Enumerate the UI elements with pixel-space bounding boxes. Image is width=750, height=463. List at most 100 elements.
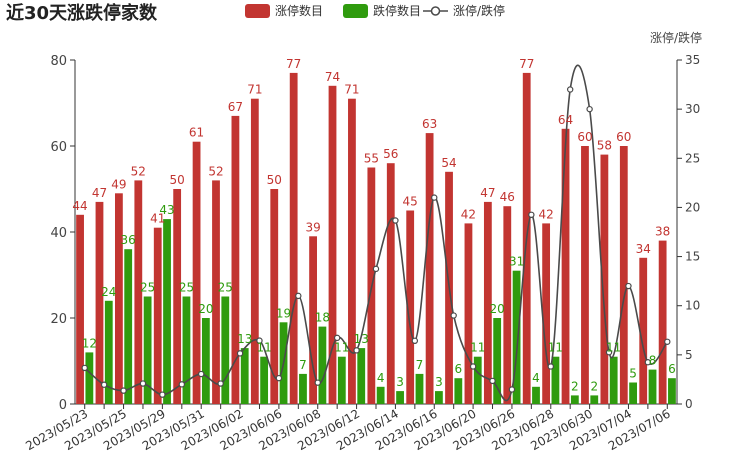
right-axis-tick-label: 35	[685, 53, 700, 67]
bar-limit-up	[173, 189, 182, 404]
bar-limit-down	[532, 386, 540, 404]
bar-limit-up	[561, 128, 570, 405]
bar-limit-down	[221, 296, 230, 404]
bar-limit-down	[590, 395, 599, 404]
label-limit-down: 11	[256, 341, 271, 355]
bar-limit-down	[318, 326, 327, 404]
ratio-point	[198, 370, 205, 378]
bar-limit-down	[182, 296, 191, 404]
legend-swatch-limit-down	[343, 4, 368, 18]
label-limit-down: 43	[159, 203, 174, 217]
ratio-point	[314, 379, 321, 386]
left-axis-tick-label: 0	[59, 398, 67, 413]
bar-limit-down	[609, 356, 618, 404]
ratio-point	[392, 217, 399, 224]
label-limit-up: 34	[636, 242, 651, 256]
label-limit-up: 71	[344, 83, 359, 97]
right-y-axis: 0 5 10 15 20 25 30 35	[676, 53, 700, 411]
ratio-point	[159, 391, 166, 398]
label-limit-up: 39	[305, 220, 320, 234]
bar-limit-down	[435, 391, 443, 404]
label-limit-down: 7	[299, 358, 307, 372]
label-limit-down: 6	[455, 362, 463, 376]
ratio-point	[411, 337, 419, 345]
bar-limit-up	[250, 98, 259, 404]
label-limit-up: 61	[189, 126, 204, 140]
label-limit-down: 19	[276, 306, 291, 320]
ratio-point	[644, 359, 652, 366]
label-limit-down: 13	[354, 332, 369, 346]
label-limit-up: 74	[325, 70, 340, 84]
label-limit-down: 11	[470, 341, 485, 355]
right-axis-tick-label: 25	[685, 151, 700, 165]
label-limit-down: 20	[490, 302, 505, 316]
label-limit-down: 20	[198, 302, 213, 316]
ratio-point	[489, 377, 496, 385]
label-limit-up: 58	[597, 139, 612, 153]
label-limit-down: 2	[590, 379, 598, 393]
bar-limit-down	[396, 391, 404, 404]
bar-limit-down	[260, 356, 269, 404]
label-limit-down: 25	[140, 281, 155, 295]
bar-limit-down	[357, 348, 366, 404]
label-limit-down: 6	[668, 362, 676, 376]
right-axis-tick-label: 0	[685, 397, 693, 411]
ratio-point	[236, 350, 244, 357]
left-y-axis: 0 20 40 60 80	[50, 54, 76, 413]
left-axis-tick-label: 60	[50, 140, 67, 155]
bar-limit-up	[581, 146, 589, 404]
bar-limit-up	[95, 201, 104, 404]
bar-limit-up	[289, 72, 298, 405]
label-limit-down: 5	[629, 367, 637, 381]
label-limit-up: 64	[558, 113, 573, 127]
label-limit-up: 60	[616, 130, 631, 144]
bar-limit-down	[648, 369, 657, 404]
label-limit-down: 18	[315, 311, 330, 325]
legend: 涨停数目 跌停数目 涨停/跌停	[245, 3, 505, 18]
ratio-point	[120, 387, 127, 394]
label-limit-down: 7	[416, 358, 424, 372]
bar-limit-up	[348, 98, 356, 404]
ratio-point	[295, 292, 302, 300]
ratio-point	[353, 347, 360, 354]
bar-limit-up	[270, 189, 279, 404]
label-limit-down: 13	[237, 332, 252, 346]
label-limit-up: 77	[286, 57, 301, 71]
label-limit-down: 24	[101, 285, 116, 299]
label-limit-down: 3	[435, 375, 443, 389]
bar-limit-down	[668, 378, 676, 404]
label-limit-up: 50	[267, 173, 282, 187]
bar-limit-down	[454, 378, 463, 404]
ratio-line-layer	[81, 64, 671, 402]
legend-label-limit-up: 涨停数目	[275, 3, 323, 18]
ratio-point	[431, 194, 438, 201]
label-limit-down: 4	[532, 371, 540, 385]
ratio-point	[333, 334, 341, 342]
legend-marker-ratio	[430, 6, 441, 16]
bar-limit-up	[464, 223, 473, 404]
ratio-point	[139, 380, 147, 387]
ratio-point	[547, 363, 554, 370]
bar-limit-up	[386, 163, 395, 404]
ratio-point	[372, 265, 380, 273]
label-limit-up: 49	[111, 177, 126, 191]
x-axis: 2023/05/232023/05/252023/05/292023/05/31…	[23, 403, 677, 453]
bar-limit-up	[483, 201, 492, 404]
label-limit-up: 52	[131, 164, 146, 178]
bar-limit-up	[114, 193, 123, 404]
bar-limit-up	[639, 257, 648, 404]
legend-swatch-limit-up	[245, 4, 270, 18]
label-limit-up: 44	[72, 199, 87, 213]
bar-limit-down	[629, 382, 638, 404]
label-limit-up: 42	[461, 207, 476, 221]
label-limit-up: 63	[422, 117, 437, 131]
bar-limit-up	[192, 141, 201, 404]
ratio-point	[450, 312, 457, 319]
label-limit-up: 55	[364, 152, 379, 166]
bar-limit-down	[299, 373, 307, 404]
right-axis-tick-label: 15	[685, 250, 700, 264]
right-axis-tick-label: 10	[685, 299, 700, 313]
label-limit-down: 12	[82, 336, 97, 350]
label-limit-up: 42	[538, 207, 553, 221]
bars-layer	[76, 72, 676, 405]
